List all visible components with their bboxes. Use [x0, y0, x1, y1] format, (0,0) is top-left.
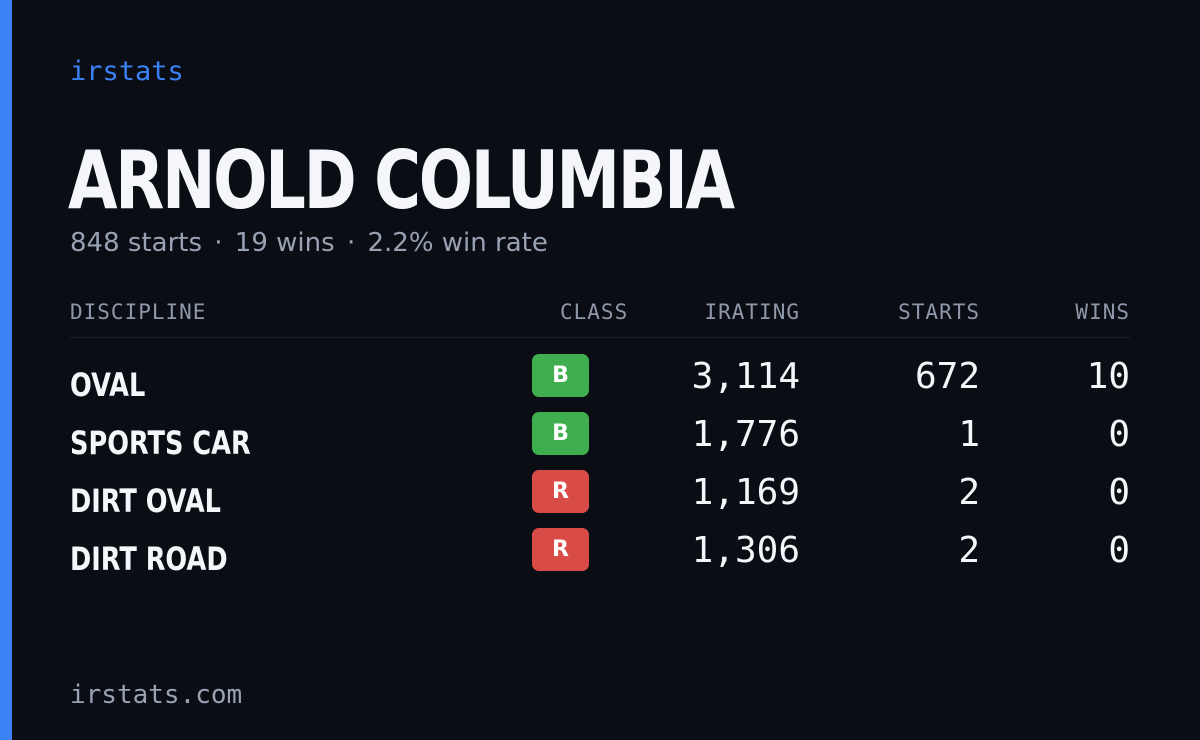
- table-row: DIRT OVAL R 1,169 2 0: [70, 470, 1130, 528]
- accent-bar: [0, 0, 12, 740]
- row-discipline: DIRT OVAL: [70, 482, 221, 520]
- row-irating: 1,306: [691, 530, 800, 571]
- table-row: SPORTS CAR B 1,776 1 0: [70, 412, 1130, 470]
- summary-separator: ·: [214, 228, 223, 258]
- header-wins: WINS: [1075, 300, 1130, 324]
- summary-starts: 848 starts: [70, 228, 202, 258]
- row-wins: 0: [1108, 414, 1130, 455]
- row-irating: 1,776: [691, 414, 800, 455]
- row-irating: 1,169: [691, 472, 800, 513]
- table-row: DIRT ROAD R 1,306 2 0: [70, 528, 1130, 586]
- row-starts: 672: [914, 356, 980, 397]
- summary-separator: ·: [346, 228, 356, 258]
- row-discipline: OVAL: [70, 366, 146, 404]
- header-starts: STARTS: [898, 300, 980, 324]
- row-starts: 1: [958, 414, 980, 455]
- row-wins: 0: [1108, 530, 1130, 571]
- header-irating: IRATING: [704, 300, 800, 324]
- summary-wins: 19 wins: [234, 228, 335, 258]
- header-class: CLASS: [560, 300, 629, 324]
- row-wins: 10: [1086, 356, 1130, 397]
- class-badge: R: [532, 470, 589, 513]
- class-badge: B: [532, 412, 589, 455]
- row-starts: 2: [958, 472, 980, 513]
- brand-logo: irstats: [70, 56, 184, 87]
- row-discipline: SPORTS CAR: [70, 424, 251, 462]
- row-starts: 2: [958, 530, 980, 571]
- summary-win-rate: 2.2% win rate: [367, 228, 548, 258]
- row-wins: 0: [1108, 472, 1130, 513]
- discipline-table: DISCIPLINE CLASS IRATING STARTS WINS OVA…: [70, 298, 1130, 578]
- driver-name: ARNOLD COLUMBIA: [68, 134, 735, 227]
- row-discipline: DIRT ROAD: [70, 540, 228, 578]
- header-discipline: DISCIPLINE: [70, 300, 207, 324]
- class-badge: R: [532, 528, 589, 571]
- table-header: DISCIPLINE CLASS IRATING STARTS WINS: [70, 298, 1130, 338]
- driver-summary: 848 starts · 19 wins · 2.2% win rate: [70, 228, 548, 258]
- row-irating: 3,114: [691, 356, 800, 397]
- class-badge: B: [532, 354, 589, 397]
- footer-domain: irstats.com: [70, 680, 243, 710]
- table-row: OVAL B 3,114 672 10: [70, 354, 1130, 412]
